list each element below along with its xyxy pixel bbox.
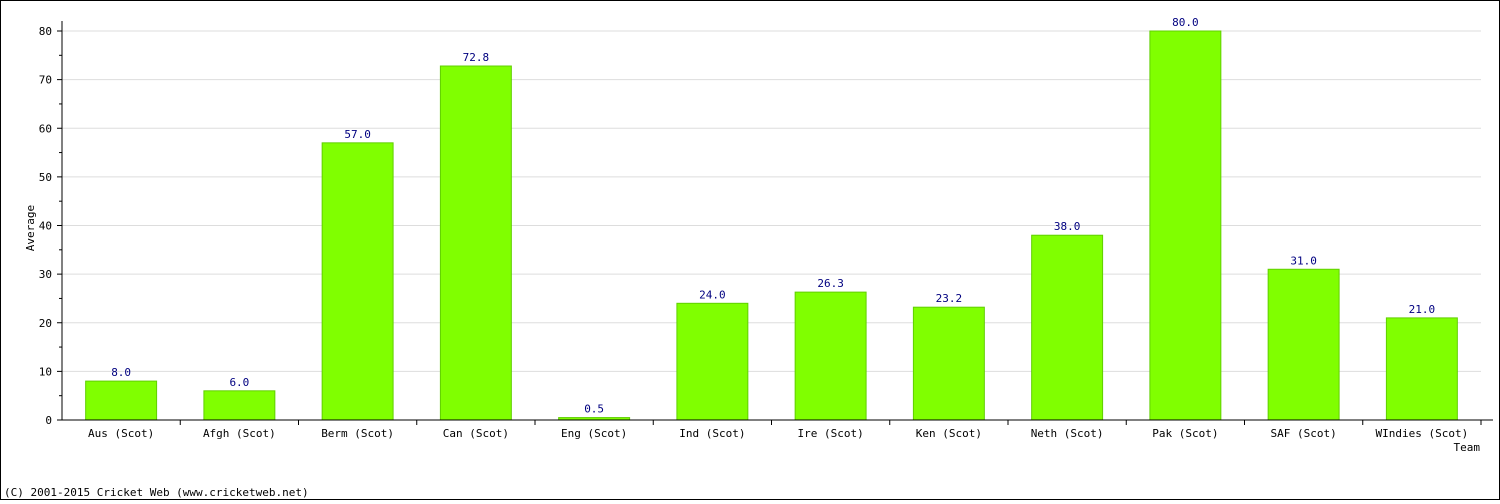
labels: 0 10 20 30 40 50 60 70 80 8.0 Aus (Scot) 6.0 Afgh (S…: [39, 16, 1468, 440]
y-axis-title: Average: [24, 205, 37, 251]
x-tick-label: Pak (Scot): [1152, 427, 1218, 440]
data-label: 21.0: [1409, 303, 1436, 316]
credit-text: (C) 2001-2015 Cricket Web (www.cricketwe…: [4, 486, 309, 499]
x-tick-label: SAF (Scot): [1271, 427, 1337, 440]
y-tick-label: 50: [39, 171, 52, 184]
x-tick-label: Aus (Scot): [88, 427, 154, 440]
bar: [85, 380, 158, 421]
y-tick-label: 20: [39, 317, 52, 330]
data-label: 24.0: [699, 288, 726, 301]
x-tick-label: Neth (Scot): [1031, 427, 1104, 440]
bar: [912, 306, 985, 421]
x-tick-label: Eng (Scot): [561, 427, 627, 440]
x-tick-label: Afgh (Scot): [203, 427, 276, 440]
y-tick-label: 10: [39, 365, 52, 378]
bar: [439, 65, 512, 421]
data-label: 8.0: [111, 366, 131, 379]
bar: [1385, 317, 1458, 421]
x-axis-title: Team: [1454, 441, 1481, 454]
bar: [1031, 234, 1104, 421]
y-tick-label: 40: [39, 220, 52, 233]
data-label: 72.8: [463, 51, 490, 64]
y-tick-label: 0: [45, 414, 52, 427]
x-tick-label: Berm (Scot): [321, 427, 394, 440]
x-tick-label: Ken (Scot): [916, 427, 982, 440]
x-tick-label: Ind (Scot): [679, 427, 745, 440]
bar: [203, 390, 276, 421]
x-tick-label: WIndies (Scot): [1376, 427, 1469, 440]
data-label: 80.0: [1172, 16, 1199, 29]
data-label: 6.0: [229, 376, 249, 389]
y-tick-label: 30: [39, 268, 52, 281]
bars: [85, 30, 1458, 421]
bar: [1267, 268, 1340, 421]
data-label: 31.0: [1290, 254, 1317, 267]
data-label: 38.0: [1054, 220, 1081, 233]
data-label: 0.5: [584, 403, 604, 416]
axes: [57, 21, 1493, 425]
y-tick-label: 70: [39, 74, 52, 87]
bar: [321, 142, 394, 421]
data-label: 23.2: [936, 292, 963, 305]
grid-lines: [62, 30, 1481, 372]
x-tick-label: Ire (Scot): [798, 427, 864, 440]
bar: [794, 291, 867, 421]
data-label: 57.0: [344, 128, 371, 141]
data-label: 26.3: [817, 277, 844, 290]
x-tick-label: Can (Scot): [443, 427, 509, 440]
y-tick-label: 60: [39, 122, 52, 135]
y-tick-label: 80: [39, 25, 52, 38]
bar: [1149, 30, 1222, 421]
bar: [676, 302, 749, 421]
